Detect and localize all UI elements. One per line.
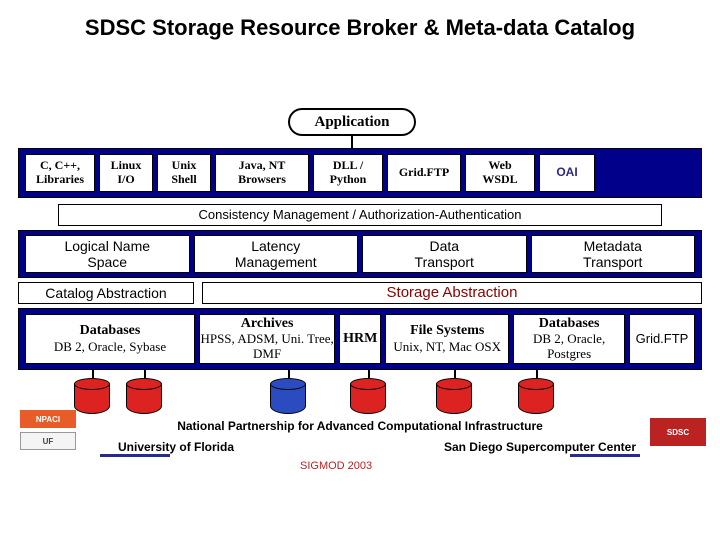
mgmt-l2: Management [195, 254, 358, 270]
sys-dbs-sub: DB 2, Oracle, Postgres [514, 332, 624, 362]
iface-l2: Libraries [28, 173, 92, 187]
sys-archives: Archives HPSS, ADSM, Uni. Tree, DMF [199, 314, 335, 364]
storage-abstraction: Storage Abstraction [202, 282, 702, 304]
storage-cylinder-icon [518, 378, 554, 414]
iface-l2: Python [316, 173, 380, 187]
iface-l1: OAI [542, 166, 592, 180]
storage-cylinder-icon [270, 378, 306, 414]
cyl-connector [368, 370, 370, 378]
footer-partnership-text: National Partnership for Advanced Comput… [0, 418, 720, 435]
sys-fs-sub: Unix, NT, Mac OSX [386, 340, 508, 355]
footer-rule-right [570, 454, 640, 457]
footer-uf-text: University of Florida [118, 440, 234, 454]
mgmt-l1: Logical Name [26, 238, 189, 254]
iface-box-6: WebWSDL [465, 154, 535, 192]
mgmt-cell-0: Logical NameSpace [25, 235, 190, 273]
page-title: SDSC Storage Resource Broker & Meta-data… [0, 0, 720, 46]
mgmt-cell-2: DataTransport [362, 235, 527, 273]
footer: NPACI UF SDSC National Partnership for A… [0, 454, 720, 540]
sys-databases-left: Databases DB 2, Oracle, Sybase [25, 314, 195, 364]
iface-box-5: Grid.FTP [387, 154, 461, 192]
sys-arch-header: Archives [200, 316, 334, 332]
iface-l1: DLL / [316, 159, 380, 173]
iface-box-7: OAI [539, 154, 595, 192]
iface-box-2: UnixShell [157, 154, 211, 192]
footer-rule-left [100, 454, 170, 457]
mgmt-l2: Space [26, 254, 189, 270]
iface-box-1: LinuxI/O [99, 154, 153, 192]
iface-l1: C, C++, [28, 159, 92, 173]
footer-sd-text: San Diego Supercomputer Center [444, 440, 636, 454]
iface-box-4: DLL /Python [313, 154, 383, 192]
management-bar: Logical NameSpaceLatencyManagementDataTr… [18, 230, 702, 278]
footer-sigmod: SIGMOD 2003 [300, 460, 372, 472]
mgmt-l2: Transport [363, 254, 526, 270]
storage-cylinder-icon [126, 378, 162, 414]
sys-databases-right: Databases DB 2, Oracle, Postgres [513, 314, 625, 364]
catalog-abstraction: Catalog Abstraction [18, 282, 194, 304]
systems-bar: Databases DB 2, Oracle, Sybase Archives … [18, 308, 702, 370]
sys-db0-header: Databases [26, 323, 194, 339]
mgmt-l1: Metadata [532, 238, 695, 254]
consistency-row: Consistency Management / Authorization-A… [58, 204, 662, 226]
iface-l1: Unix [160, 159, 208, 173]
sys-fs-header: File Systems [386, 323, 508, 339]
iface-l1: Grid.FTP [390, 166, 458, 180]
sys-hrm-header: HRM [340, 331, 380, 347]
sys-gridftp: Grid.FTP [629, 314, 695, 364]
sys-filesystems: File Systems Unix, NT, Mac OSX [385, 314, 509, 364]
iface-l1: Linux [102, 159, 150, 173]
sys-arch-sub: HPSS, ADSM, Uni. Tree, DMF [200, 332, 334, 362]
storage-cylinder-icon [350, 378, 386, 414]
iface-l2: Shell [160, 173, 208, 187]
mgmt-l1: Latency [195, 238, 358, 254]
iface-l2: WSDL [468, 173, 532, 187]
iface-box-3: Java, NTBrowsers [215, 154, 309, 192]
iface-l1: Web [468, 159, 532, 173]
cyl-connector [92, 370, 94, 378]
sys-grid-header: Grid.FTP [630, 332, 694, 347]
iface-l2: Browsers [218, 173, 306, 187]
storage-cylinder-icon [436, 378, 472, 414]
iface-l2: I/O [102, 173, 150, 187]
mgmt-cell-1: LatencyManagement [194, 235, 359, 273]
sys-dbs-header: Databases [514, 316, 624, 332]
storage-cylinder-icon [74, 378, 110, 414]
application-box: Application [288, 108, 416, 136]
iface-box-0: C, C++,Libraries [25, 154, 95, 192]
iface-l1: Java, NT [218, 159, 306, 173]
cyl-connector [288, 370, 290, 378]
application-connector [351, 136, 353, 148]
abstraction-row: Catalog Abstraction Storage Abstraction [18, 282, 702, 304]
mgmt-l1: Data [363, 238, 526, 254]
cyl-connector [144, 370, 146, 378]
sys-hrm: HRM [339, 314, 381, 364]
cyl-connector [454, 370, 456, 378]
sys-db0-sub: DB 2, Oracle, Sybase [26, 340, 194, 355]
mgmt-l2: Transport [532, 254, 695, 270]
mgmt-cell-3: MetadataTransport [531, 235, 696, 273]
footer-line1: National Partnership for Advanced Comput… [177, 419, 543, 433]
interfaces-bar: C, C++,LibrariesLinuxI/OUnixShellJava, N… [18, 148, 702, 198]
cyl-connector [536, 370, 538, 378]
